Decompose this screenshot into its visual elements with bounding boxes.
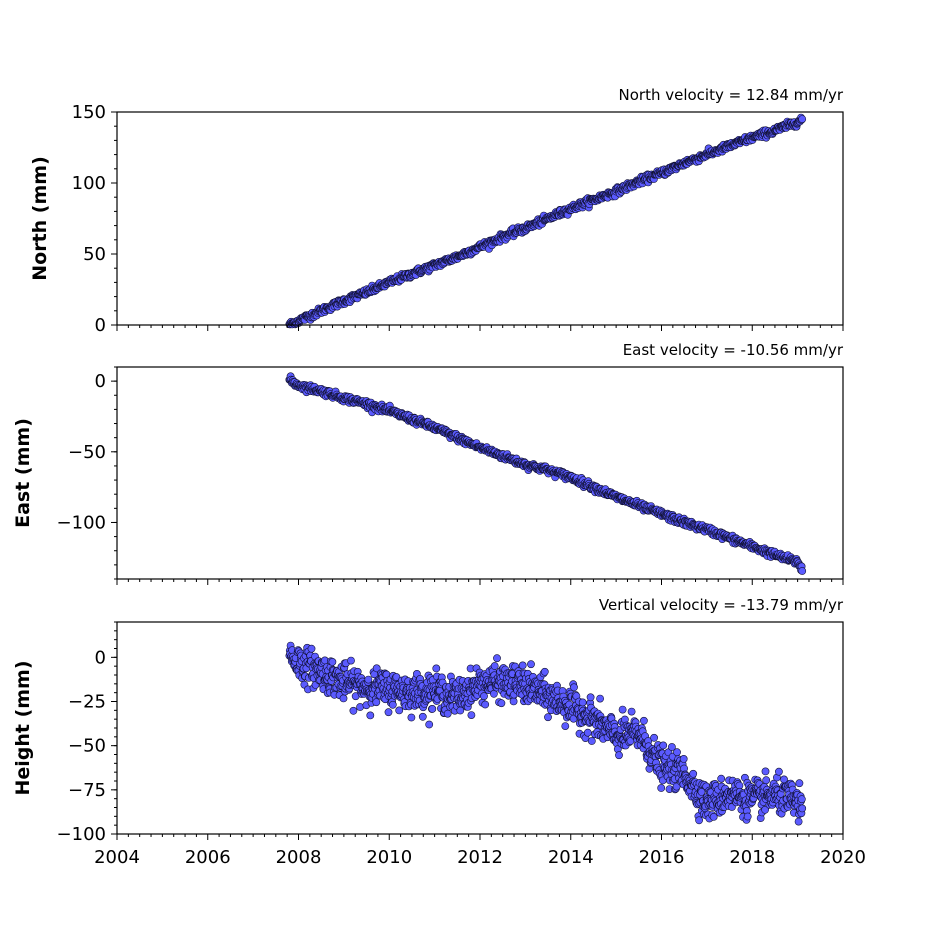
data-point <box>490 662 499 670</box>
y-tick-label: 50 <box>83 244 106 265</box>
x-tick-label: 2008 <box>276 847 322 868</box>
x-tick-label: 2012 <box>457 847 503 868</box>
y-axis-label: East (mm) <box>12 418 34 528</box>
y-tick-label: −25 <box>68 692 106 713</box>
data-point <box>307 644 316 653</box>
points-east <box>285 372 807 575</box>
data-point <box>339 694 348 703</box>
data-point <box>578 698 587 707</box>
data-point <box>328 658 337 666</box>
points-height <box>285 641 807 826</box>
data-point <box>497 699 506 708</box>
data-point <box>518 661 527 670</box>
data-point <box>349 706 358 715</box>
data-point <box>544 713 552 722</box>
data-point <box>456 706 465 715</box>
data-point <box>659 741 668 750</box>
data-point <box>480 692 488 701</box>
y-tick-label: 0 <box>95 315 106 336</box>
x-tick-label: 2010 <box>366 847 412 868</box>
data-point <box>795 779 804 788</box>
data-point <box>689 769 698 778</box>
data-point <box>407 713 416 722</box>
y-tick-label: −50 <box>68 442 106 463</box>
data-point <box>615 751 623 760</box>
panel-height: 2004 2006 2008 2010 2012 2014 2016 2018 2020 0 −25… <box>12 596 866 868</box>
data-point <box>695 816 703 825</box>
data-point <box>540 667 549 676</box>
data-point <box>743 812 752 821</box>
data-point <box>467 711 476 719</box>
velocity-annotation: Vertical velocity = -13.79 mm/yr <box>599 596 844 614</box>
data-point <box>640 716 648 725</box>
data-point <box>650 733 658 742</box>
data-point <box>596 694 604 703</box>
data-point <box>798 804 807 813</box>
panel-east: 0 −50 −100 East (mm) East velocity = -10.56 … <box>12 341 844 585</box>
y-tick-label: 0 <box>95 647 106 668</box>
y-tick-label: 100 <box>72 173 106 194</box>
data-point <box>509 697 518 706</box>
data-point <box>372 698 381 707</box>
data-point <box>794 817 803 826</box>
data-point <box>657 784 666 792</box>
data-point <box>797 795 806 804</box>
y-tick-label: −100 <box>57 512 106 533</box>
data-point <box>425 720 434 729</box>
x-tick-label: 2020 <box>820 847 866 868</box>
x-tick-label: 2004 <box>94 847 140 868</box>
y-tick-label: −50 <box>68 736 106 757</box>
data-point <box>673 748 681 757</box>
data-point <box>347 656 355 665</box>
velocity-annotation: North velocity = 12.84 mm/yr <box>619 86 844 104</box>
data-point <box>493 654 501 663</box>
data-point <box>679 755 688 763</box>
points-north <box>285 113 807 329</box>
x-tick-label: 2014 <box>548 847 594 868</box>
panel-north: 0 50 100 150 North (mm) North velocity = 12.8… <box>29 86 844 336</box>
data-point <box>527 660 535 669</box>
x-tick-label: 2006 <box>185 847 231 868</box>
data-point <box>775 767 783 776</box>
data-point <box>762 776 771 785</box>
data-point <box>384 708 393 717</box>
y-tick-label: −100 <box>57 824 106 845</box>
y-tick-label: 150 <box>72 102 106 123</box>
data-point <box>428 705 437 713</box>
y-axis-label: Height (mm) <box>12 660 34 795</box>
data-point <box>443 709 452 718</box>
data-point <box>561 722 570 730</box>
data-point <box>798 115 807 123</box>
data-point <box>587 737 596 745</box>
data-point <box>366 711 375 720</box>
data-point <box>627 707 636 716</box>
y-axis-label: North (mm) <box>29 156 51 281</box>
data-point <box>364 675 373 684</box>
y-tick-label: −75 <box>68 780 106 801</box>
data-point <box>570 683 578 692</box>
data-point <box>395 706 404 715</box>
data-point <box>798 567 807 575</box>
data-point <box>418 712 427 721</box>
data-point <box>761 767 770 776</box>
x-tick-label: 2018 <box>729 847 775 868</box>
data-point <box>586 693 595 702</box>
velocity-annotation: East velocity = -10.56 mm/yr <box>623 341 844 359</box>
data-point <box>618 705 627 714</box>
y-tick-label: 0 <box>95 371 106 392</box>
data-point <box>432 664 441 673</box>
data-point <box>481 700 490 709</box>
data-point <box>388 700 397 709</box>
data-point <box>717 774 726 783</box>
data-point <box>583 728 592 737</box>
x-tick-label: 2016 <box>639 847 685 868</box>
